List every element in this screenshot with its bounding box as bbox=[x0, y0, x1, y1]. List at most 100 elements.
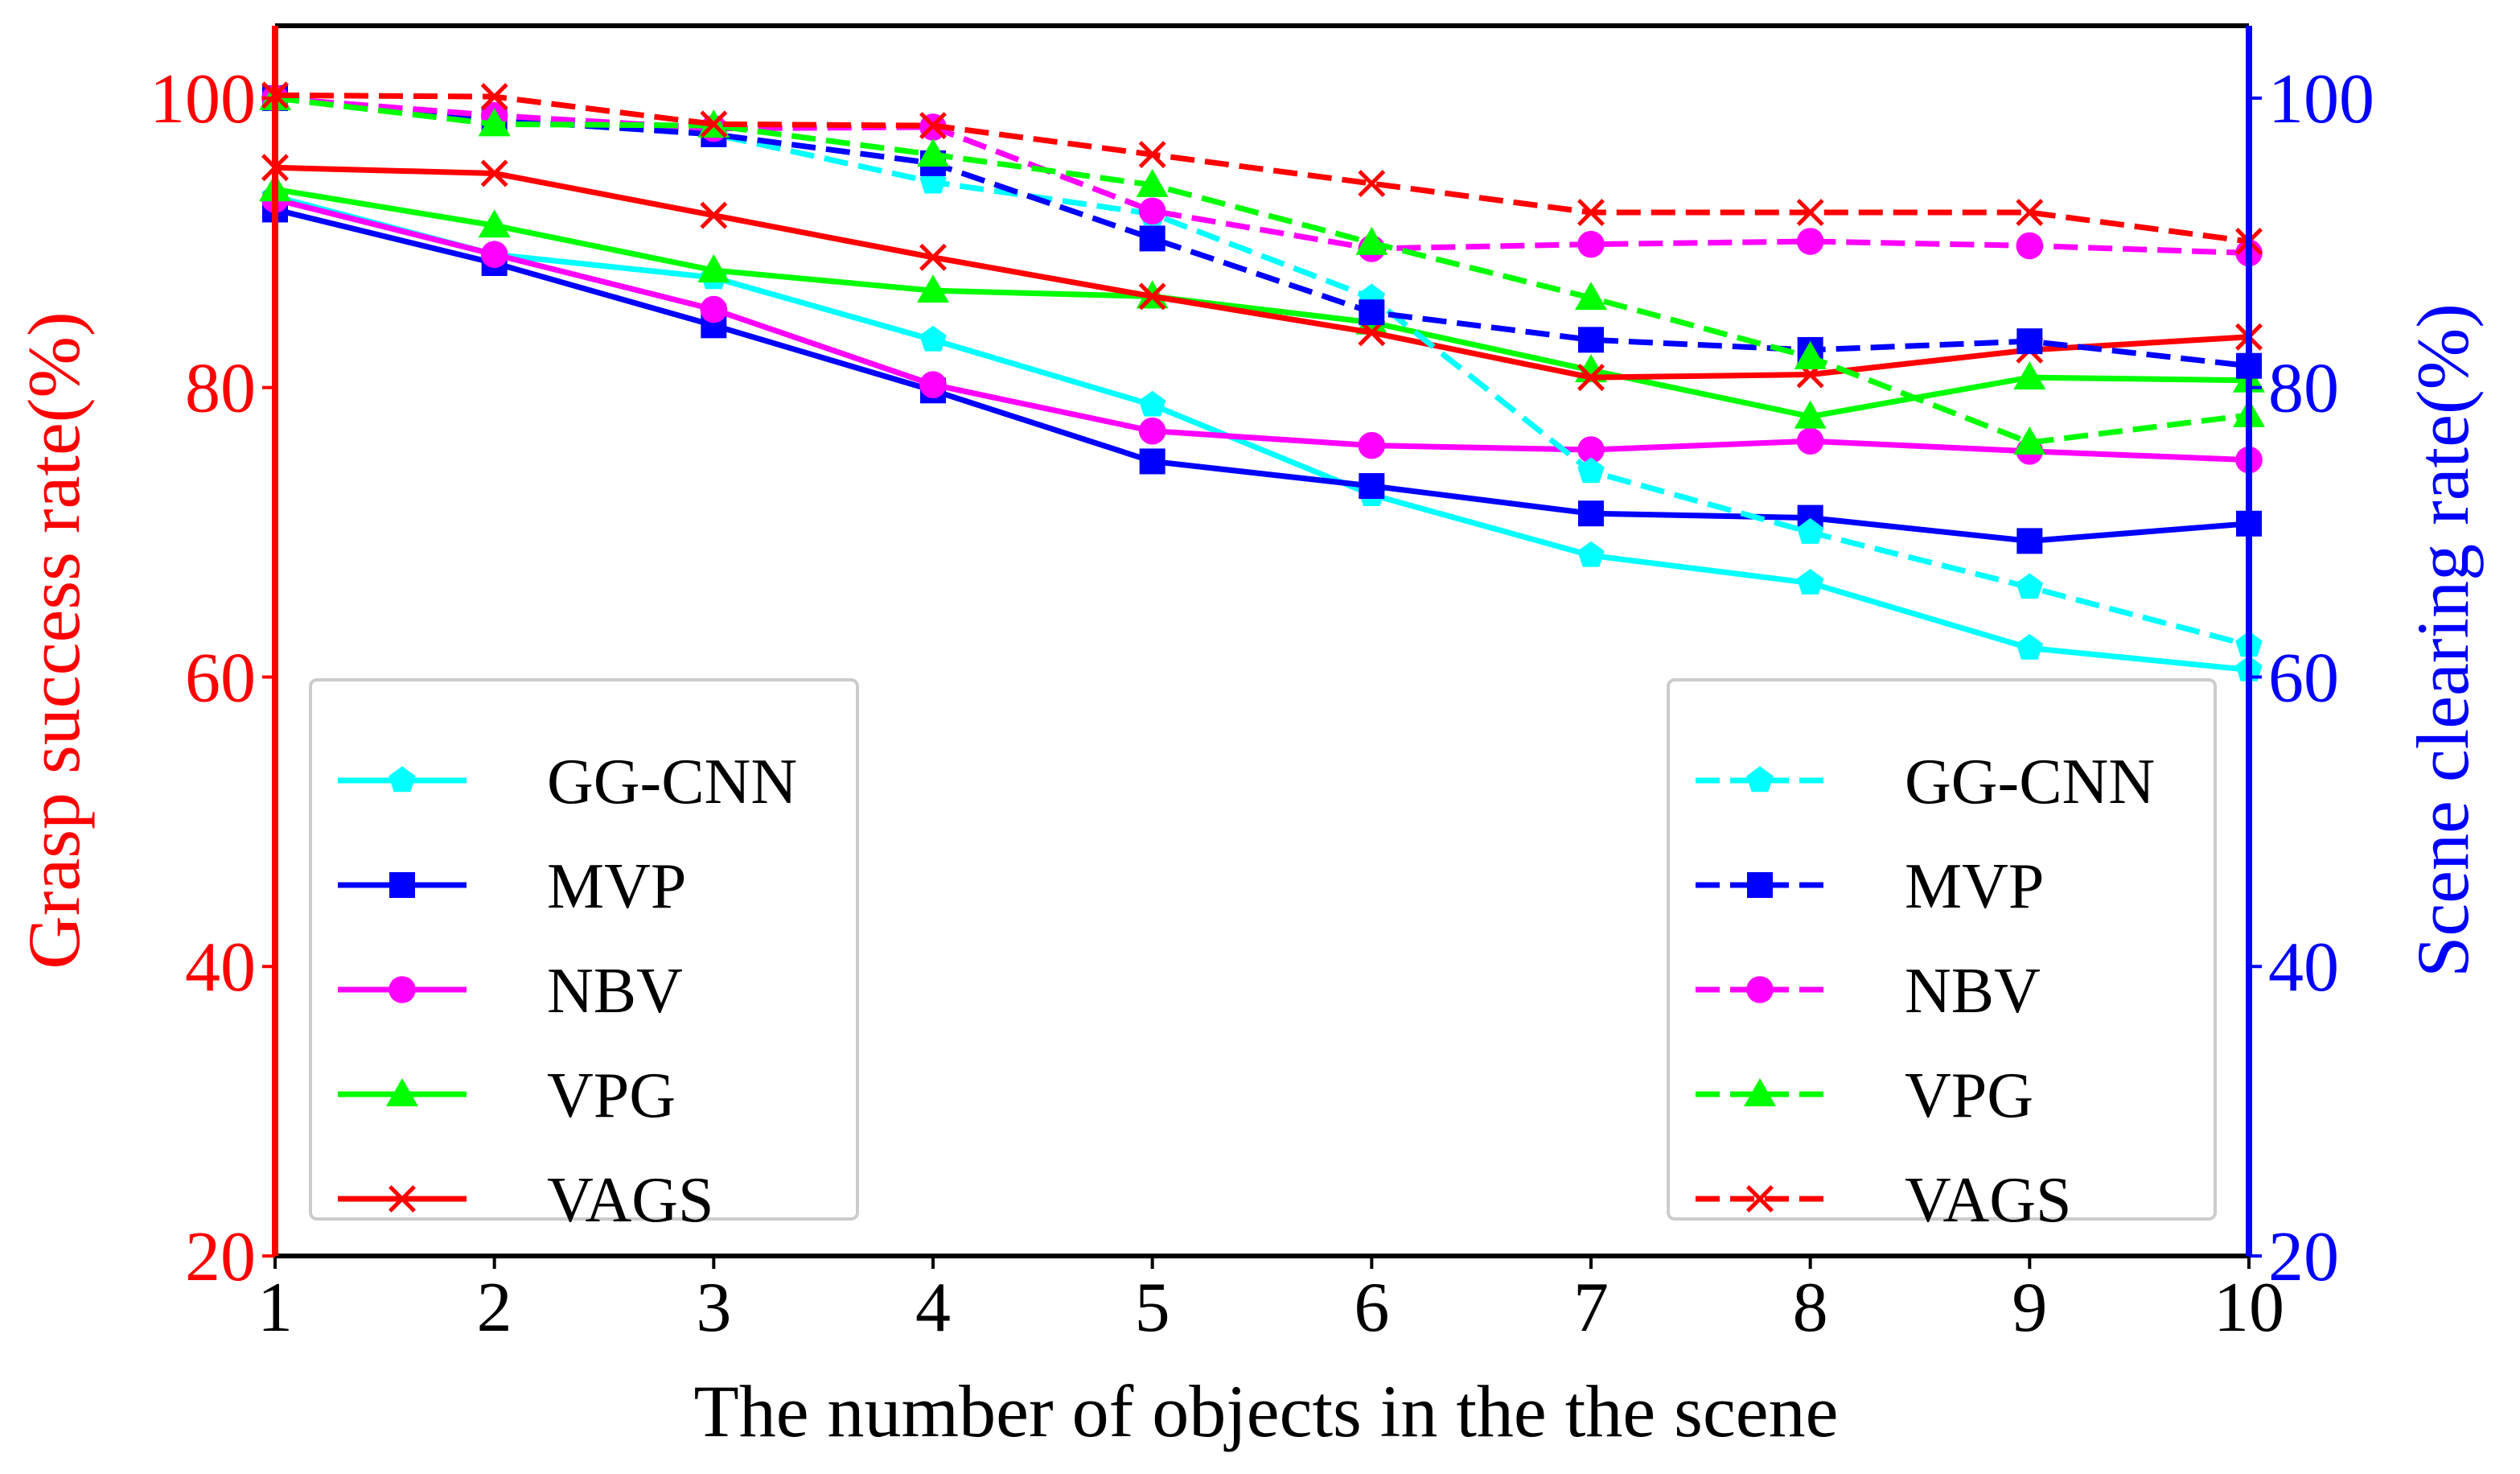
grasp-point-vags-4 bbox=[919, 243, 947, 271]
clearing-point-mvp-5 bbox=[1139, 225, 1165, 252]
left-y-tick-label-20: 20 bbox=[185, 1218, 256, 1296]
grasp-series-vags bbox=[261, 154, 2263, 392]
clearing-point-mvp-7 bbox=[1578, 327, 1604, 353]
right-y-tick-label-40: 40 bbox=[2268, 928, 2339, 1007]
grasp-point-vags-2 bbox=[480, 159, 508, 187]
grasp-line-vags bbox=[274, 164, 2250, 381]
grasp-legend-label-nbv: NBV bbox=[547, 956, 683, 1027]
grasp-legend-entry-vpg: VPG bbox=[338, 1060, 676, 1131]
grasp-point-vpg-2 bbox=[478, 209, 511, 238]
clearing-point-vpg-7 bbox=[1575, 282, 1607, 311]
clearing-point-nbv-8 bbox=[1796, 228, 1824, 255]
grasp-point-vpg-9 bbox=[2013, 361, 2046, 390]
x-tick-label-4: 4 bbox=[915, 1269, 951, 1347]
left-y-tick-label-40: 40 bbox=[185, 928, 256, 1007]
clearing-point-vpg-6 bbox=[1355, 226, 1388, 255]
grasp-point-mvp-5 bbox=[1139, 448, 1165, 475]
clearing-line-vpg bbox=[274, 95, 2250, 446]
grasp-point-gg-cnn-5 bbox=[1138, 390, 1166, 417]
grasp-legend-entry-vags: VAGS bbox=[338, 1165, 714, 1236]
grasp-point-gg-cnn-4 bbox=[919, 325, 947, 352]
clearing-legend-entry-vags: VAGS bbox=[1696, 1165, 2072, 1236]
clearing-point-vags-5 bbox=[1138, 141, 1166, 169]
clearing-legend-marker-mvp bbox=[1747, 872, 1773, 898]
right-y-tick-label-100: 100 bbox=[2268, 60, 2374, 138]
grasp-legend-marker-mvp bbox=[389, 872, 415, 898]
grasp-line-gg-cnn bbox=[274, 193, 2250, 673]
x-tick-label-2: 2 bbox=[477, 1269, 512, 1347]
grasp-point-vags-5 bbox=[1138, 282, 1166, 311]
x-tick-label-9: 9 bbox=[2012, 1269, 2047, 1347]
grasp-point-nbv-5 bbox=[1138, 417, 1166, 445]
grasp-legend-entry-mvp: MVP bbox=[338, 851, 686, 922]
clearing-legend: GG-CNN MVP NBV VPG VAGS bbox=[1667, 678, 2217, 1236]
grasp-point-nbv-6 bbox=[1358, 431, 1386, 459]
clearing-point-nbv-9 bbox=[2016, 232, 2044, 260]
clearing-point-gg-cnn-9 bbox=[2016, 573, 2044, 599]
grasp-legend: GG-CNN MVP NBV VPG VAGS bbox=[309, 678, 859, 1236]
grasp-point-vpg-4 bbox=[917, 274, 949, 303]
right-y-tick-label-20: 20 bbox=[2268, 1218, 2339, 1296]
left-y-axis-title: Grasp success rate(%) bbox=[13, 311, 95, 969]
clearing-point-nbv-5 bbox=[1138, 197, 1166, 225]
clearing-point-gg-cnn-7 bbox=[1577, 457, 1605, 484]
clearing-point-vags-7 bbox=[1577, 199, 1605, 227]
clearing-point-mvp-9 bbox=[2016, 328, 2043, 355]
x-tick-label-6: 6 bbox=[1354, 1269, 1389, 1347]
legend-layer: GG-CNN MVP NBV VPG VAGS GG-CNN MVP NBV VPG VAGS bbox=[309, 678, 2217, 1236]
grasp-legend-label-gg-cnn: GG-CNN bbox=[547, 747, 797, 817]
grasp-legend-marker-nbv bbox=[388, 976, 416, 1003]
grasp-legend-label-mvp: MVP bbox=[547, 851, 686, 922]
x-tick-label-5: 5 bbox=[1135, 1269, 1170, 1347]
clearing-legend-marker-gg-cnn bbox=[1746, 766, 1774, 793]
grasp-point-nbv-2 bbox=[480, 241, 508, 269]
clearing-legend-marker-vags bbox=[1746, 1185, 1774, 1213]
clearing-legend-marker-vpg bbox=[1744, 1078, 1776, 1106]
grasp-legend-label-vags: VAGS bbox=[547, 1165, 714, 1236]
left-y-tick-label-60: 60 bbox=[185, 639, 256, 717]
axis-titles: The number of objects in the the scene G… bbox=[13, 303, 2484, 1452]
x-tick-label-10: 10 bbox=[2214, 1269, 2284, 1347]
clearing-point-vpg-2 bbox=[478, 108, 511, 137]
clearing-legend-label-nbv: NBV bbox=[1905, 956, 2041, 1027]
x-tick-label-7: 7 bbox=[1573, 1269, 1609, 1347]
grasp-point-vags-3 bbox=[700, 201, 728, 229]
x-axis-title: The number of objects in the the scene bbox=[694, 1370, 1839, 1452]
clearing-point-nbv-7 bbox=[1577, 230, 1605, 258]
clearing-point-vags-8 bbox=[1796, 199, 1824, 227]
clearing-point-mvp-6 bbox=[1359, 299, 1385, 326]
clearing-point-vpg-9 bbox=[2013, 426, 2046, 455]
grasp-point-nbv-3 bbox=[700, 295, 728, 323]
clearing-legend-entry-gg-cnn: GG-CNN bbox=[1696, 747, 2155, 817]
clearing-legend-label-gg-cnn: GG-CNN bbox=[1905, 747, 2155, 817]
grasp-legend-entry-gg-cnn: GG-CNN bbox=[338, 747, 797, 817]
clearing-line-nbv bbox=[274, 95, 2250, 256]
grasp-point-gg-cnn-7 bbox=[1577, 541, 1605, 567]
grasp-point-vpg-8 bbox=[1794, 400, 1827, 429]
grasp-legend-marker-vpg bbox=[386, 1078, 418, 1106]
grasp-point-mvp-7 bbox=[1578, 500, 1604, 527]
x-tick-label-3: 3 bbox=[696, 1269, 731, 1347]
left-y-tick-label-100: 100 bbox=[150, 60, 256, 138]
clearing-legend-label-vags: VAGS bbox=[1905, 1165, 2072, 1236]
clearing-point-vpg-5 bbox=[1136, 168, 1169, 197]
right-y-tick-label-60: 60 bbox=[2268, 639, 2339, 717]
clearing-point-vags-9 bbox=[2016, 199, 2044, 227]
grasp-point-vags-7 bbox=[1577, 364, 1605, 392]
clearing-point-vags-2 bbox=[480, 83, 508, 111]
clearing-point-vags-4 bbox=[919, 112, 947, 140]
clearing-legend-label-mvp: MVP bbox=[1905, 851, 2044, 922]
clearing-point-vags-3 bbox=[700, 110, 728, 138]
left-y-tick-label-80: 80 bbox=[185, 350, 256, 428]
grasp-point-vpg-3 bbox=[697, 254, 730, 283]
clearing-legend-label-vpg: VPG bbox=[1905, 1060, 2033, 1131]
clearing-point-vpg-4 bbox=[917, 138, 949, 167]
grasp-legend-marker-vags bbox=[388, 1185, 416, 1213]
clearing-legend-entry-nbv: NBV bbox=[1696, 956, 2041, 1027]
clearing-legend-frame bbox=[1667, 678, 2217, 1221]
grasp-legend-entry-nbv: NBV bbox=[338, 956, 683, 1027]
grasp-line-mvp bbox=[274, 207, 2250, 544]
x-tick-label-8: 8 bbox=[1793, 1269, 1828, 1347]
